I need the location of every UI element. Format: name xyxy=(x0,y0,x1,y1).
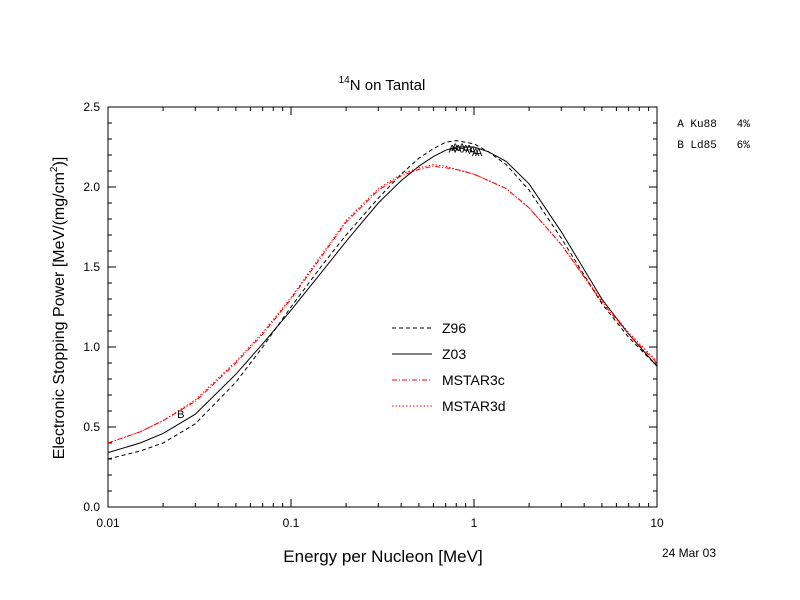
y-tick-label: 0.5 xyxy=(83,420,100,434)
data-point-a: A xyxy=(449,144,457,156)
date-label: 24 Mar 03 xyxy=(662,546,717,560)
reference-a: A Ku88 4% xyxy=(664,107,750,131)
series-line-z96 xyxy=(107,140,658,460)
y-tick-label: 2.5 xyxy=(83,100,100,114)
data-point-a: A xyxy=(472,147,480,159)
axes: 0.01 0.1 1 10 0.0 0.5 1.0 1.5 2.0 2.5 xyxy=(83,100,664,530)
title-superscript: 14 xyxy=(339,75,351,86)
legend-label-mstar3d: MSTAR3d xyxy=(442,398,506,414)
data-point-b: B xyxy=(177,409,184,421)
data-point-a: A xyxy=(465,144,473,156)
reference-a-error: 4% xyxy=(736,119,750,131)
data-point-a: A xyxy=(475,147,483,159)
series-layer xyxy=(107,140,658,460)
y-tick-label: 1.0 xyxy=(83,340,100,354)
series-line-z03 xyxy=(107,146,658,454)
reference-b: B Ld85 6% xyxy=(664,128,750,152)
y-axis-label-main: Electronic Stopping Power [MeV/(mg/cm xyxy=(51,172,68,459)
x-tick-label: 0.01 xyxy=(96,516,120,530)
plot-frame xyxy=(107,106,658,508)
reference-b-code: Ld85 xyxy=(690,140,717,152)
reference-b-letter: B xyxy=(677,140,684,152)
reference-b-error: 6% xyxy=(736,140,750,152)
title-text: N on Tantal xyxy=(350,77,426,94)
y-tick-label: 2.0 xyxy=(83,180,100,194)
y-tick-label: 0.0 xyxy=(83,500,100,514)
y-axis-label-superscript: 2 xyxy=(49,166,60,172)
y-axis-label-end: )] xyxy=(51,157,68,167)
series-line-mstar3d xyxy=(107,164,658,444)
data-point-a: A xyxy=(455,144,463,156)
data-point-a: A xyxy=(469,145,477,157)
x-axis-label: Energy per Nucleon [MeV] xyxy=(283,547,482,566)
x-tick-label: 1 xyxy=(471,516,478,530)
x-tick-label: 10 xyxy=(650,516,664,530)
x-tick-label: 0.1 xyxy=(283,516,300,530)
data-point-a: A xyxy=(458,142,466,154)
y-axis-label: Electronic Stopping Power [MeV/(mg/cm2)] xyxy=(49,157,68,460)
legend: Z96 Z03 MSTAR3c MSTAR3d xyxy=(392,320,506,414)
reference-a-code: Ku88 xyxy=(690,119,717,131)
y-tick-label: 1.5 xyxy=(83,260,100,274)
legend-label-z96: Z96 xyxy=(442,320,466,336)
legend-label-mstar3c: MSTAR3c xyxy=(442,372,505,388)
data-point-a: A xyxy=(462,144,470,156)
reference-a-letter: A xyxy=(677,119,684,131)
legend-label-z03: Z03 xyxy=(442,346,466,362)
chart-title: 14N on Tantal xyxy=(339,75,426,94)
data-point-a: A xyxy=(452,142,460,154)
series-line-mstar3c xyxy=(107,165,658,444)
